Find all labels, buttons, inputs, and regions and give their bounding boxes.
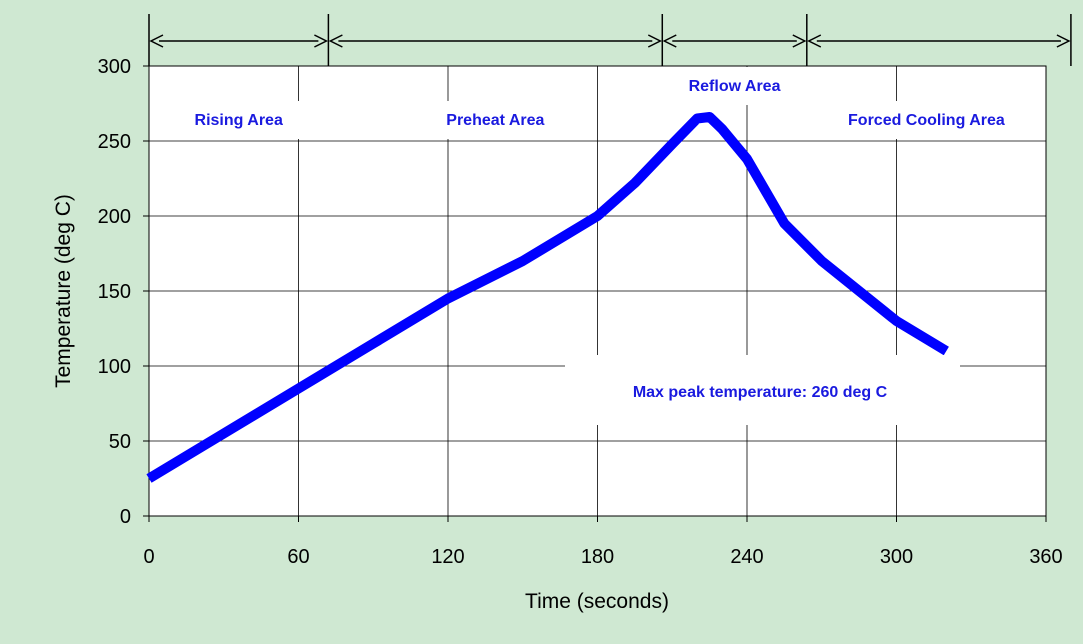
- y-tick-label-3: 150: [98, 281, 131, 303]
- y-tick-label-5: 250: [98, 131, 131, 153]
- y-tick-label-0: 0: [120, 506, 131, 528]
- region-labels: Rising Area Preheat Area Reflow Area Forced…: [172, 67, 1029, 139]
- region-label-0: Rising Area: [195, 112, 283, 129]
- region-arrowhead-right-3: [1056, 34, 1071, 48]
- x-axis-label: Time (seconds): [525, 590, 669, 613]
- region-label-2: Reflow Area: [689, 78, 781, 95]
- series-line-0: [146, 112, 949, 483]
- region-arrowhead-left-3: [807, 34, 822, 48]
- x-tick-label-2: 120: [431, 546, 464, 568]
- region-arrowhead-left-2: [662, 34, 677, 48]
- region-label-bg-3: [823, 101, 1029, 139]
- region-arrowhead-left-0: [149, 34, 164, 48]
- region-label-3: Forced Cooling Area: [848, 112, 1005, 129]
- series-group: [146, 112, 949, 483]
- x-tick-label-4: 240: [730, 546, 763, 568]
- annotation-text: Max peak temperature: 260 deg C: [633, 384, 888, 401]
- x-tick-label-1: 60: [287, 546, 309, 568]
- region-label-bg-2: [668, 67, 802, 105]
- region-arrowhead-right-2: [792, 34, 807, 48]
- region-arrowhead-left-1: [328, 34, 343, 48]
- y-tick-label-6: 300: [98, 56, 131, 78]
- y-axis-label: Temperature (deg C): [52, 194, 75, 388]
- region-label-1: Preheat Area: [446, 112, 544, 129]
- x-tick-label-6: 360: [1029, 546, 1062, 568]
- x-tick-label-0: 0: [143, 546, 154, 568]
- region-markers: [148, 14, 1072, 66]
- annotation-box: Max peak temperature: 260 deg C: [565, 355, 960, 425]
- region-arrowhead-right-1: [647, 34, 662, 48]
- y-tick-label-4: 200: [98, 206, 131, 228]
- x-tick-label-5: 300: [880, 546, 913, 568]
- y-tick-label-1: 50: [109, 431, 131, 453]
- tick-labels: 0 60 120 180 240 300 360 0 50 100 150 200 250 300: [98, 56, 1063, 568]
- region-label-bg-1: [424, 101, 567, 139]
- region-label-bg-0: [172, 101, 306, 139]
- x-tick-label-3: 180: [581, 546, 614, 568]
- region-arrowhead-right-0: [314, 34, 329, 48]
- y-tick-label-2: 100: [98, 356, 131, 378]
